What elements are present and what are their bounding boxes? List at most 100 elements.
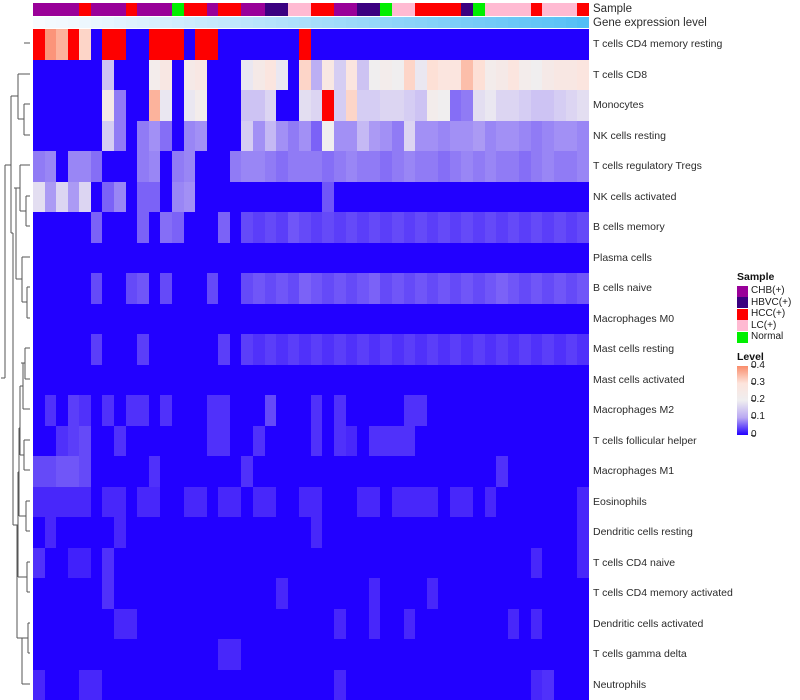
- heatmap-cell: [299, 608, 311, 639]
- heatmap-cell: [519, 212, 531, 243]
- sample-annotation-cell: [461, 3, 473, 16]
- heatmap-cell: [125, 425, 138, 456]
- heatmap-cell: [449, 425, 462, 456]
- sample-annotation-cell: [206, 3, 219, 16]
- heatmap-cell: [368, 456, 381, 487]
- heatmap-cell: [368, 212, 381, 243]
- heatmap-cell: [554, 212, 566, 243]
- heatmap-cell: [114, 669, 126, 700]
- heatmap-cell: [542, 120, 555, 151]
- heatmap-cell: [79, 547, 91, 578]
- heatmap-cell: [44, 90, 57, 121]
- heatmap-row: [33, 639, 589, 670]
- heatmap-cell: [90, 669, 103, 700]
- heatmap-cell: [415, 578, 427, 609]
- heatmap-cell: [264, 303, 277, 334]
- heatmap-row: [33, 181, 589, 212]
- heatmap-cell: [496, 242, 508, 273]
- heatmap-cell: [310, 486, 323, 517]
- heatmap-cell: [241, 395, 253, 426]
- heatmap-cell: [542, 59, 555, 90]
- heatmap-cell: [206, 59, 219, 90]
- heatmap-cell: [264, 212, 277, 243]
- gene-expression-annotation-cell: [565, 17, 578, 28]
- heatmap-cell: [56, 242, 68, 273]
- heatmap-cell: [415, 90, 427, 121]
- heatmap-cell: [79, 456, 91, 487]
- heatmap-cell: [171, 181, 184, 212]
- sample-legend-text: HCC(+): [751, 308, 786, 320]
- heatmap-cell: [391, 517, 404, 548]
- heatmap-cell: [334, 486, 346, 517]
- heatmap-cell: [241, 273, 253, 304]
- heatmap-cell: [276, 212, 288, 243]
- heatmap-cell: [44, 273, 57, 304]
- heatmap-cell: [472, 59, 485, 90]
- heatmap-cell: [403, 425, 416, 456]
- heatmap-cell: [102, 395, 115, 426]
- row-label: T cells follicular helper: [593, 434, 697, 447]
- heatmap-cell: [461, 151, 473, 182]
- heatmap-cell: [310, 29, 323, 60]
- heatmap-cell: [496, 59, 508, 90]
- heatmap-cell: [102, 456, 115, 487]
- heatmap-cell: [33, 486, 45, 517]
- row-label: T cells CD4 memory resting: [593, 38, 723, 51]
- sample-annotation-cell: [183, 3, 196, 16]
- heatmap-cell: [90, 517, 103, 548]
- heatmap-cell: [530, 517, 543, 548]
- heatmap-cell: [148, 547, 161, 578]
- heatmap-cell: [577, 456, 589, 487]
- heatmap-cell: [484, 273, 497, 304]
- heatmap-cell: [530, 181, 543, 212]
- gene-expression-annotation-cell: [287, 17, 300, 28]
- sample-annotation-cell: [44, 3, 57, 16]
- heatmap-cell: [565, 578, 578, 609]
- heatmap-cell: [542, 29, 555, 60]
- heatmap-cell: [345, 547, 358, 578]
- heatmap-cell: [542, 547, 555, 578]
- heatmap-cell: [461, 364, 473, 395]
- heatmap-cell: [530, 303, 543, 334]
- heatmap-cell: [229, 547, 242, 578]
- heatmap-cell: [160, 608, 172, 639]
- heatmap-cell: [345, 151, 358, 182]
- heatmap-cell: [542, 608, 555, 639]
- heatmap-cell: [102, 90, 115, 121]
- heatmap-cell: [241, 334, 253, 365]
- heatmap-cell: [461, 90, 473, 121]
- heatmap-cell: [229, 212, 242, 243]
- heatmap-cell: [241, 90, 253, 121]
- heatmap-cell: [449, 334, 462, 365]
- heatmap-cell: [554, 608, 566, 639]
- level-tick-mark: [751, 417, 755, 419]
- gene-expression-annotation-cell: [438, 17, 450, 28]
- heatmap-cell: [183, 273, 196, 304]
- gene-expression-annotation-cell: [530, 17, 543, 28]
- heatmap-cell: [530, 486, 543, 517]
- heatmap-cell: [310, 273, 323, 304]
- heatmap-cell: [264, 578, 277, 609]
- heatmap-cell: [426, 151, 439, 182]
- heatmap-cell: [137, 547, 149, 578]
- heatmap-cell: [206, 608, 219, 639]
- heatmap-cell: [449, 90, 462, 121]
- heatmap-cell: [160, 395, 172, 426]
- gene-expression-annotation-cell: [264, 17, 277, 28]
- heatmap-cell: [44, 486, 57, 517]
- heatmap-cell: [519, 517, 531, 548]
- heatmap-cell: [218, 395, 230, 426]
- gene-expression-annotation-cell: [368, 17, 381, 28]
- heatmap-cell: [403, 151, 416, 182]
- heatmap-cell: [380, 456, 392, 487]
- heatmap-cell: [403, 181, 416, 212]
- heatmap-cell: [67, 90, 80, 121]
- heatmap-cell: [90, 334, 103, 365]
- heatmap-cell: [334, 303, 346, 334]
- heatmap-cell: [519, 364, 531, 395]
- heatmap-cell: [171, 273, 184, 304]
- heatmap-cell: [252, 486, 265, 517]
- heatmap-cell: [530, 29, 543, 60]
- heatmap-cell: [171, 59, 184, 90]
- heatmap-cell: [218, 29, 230, 60]
